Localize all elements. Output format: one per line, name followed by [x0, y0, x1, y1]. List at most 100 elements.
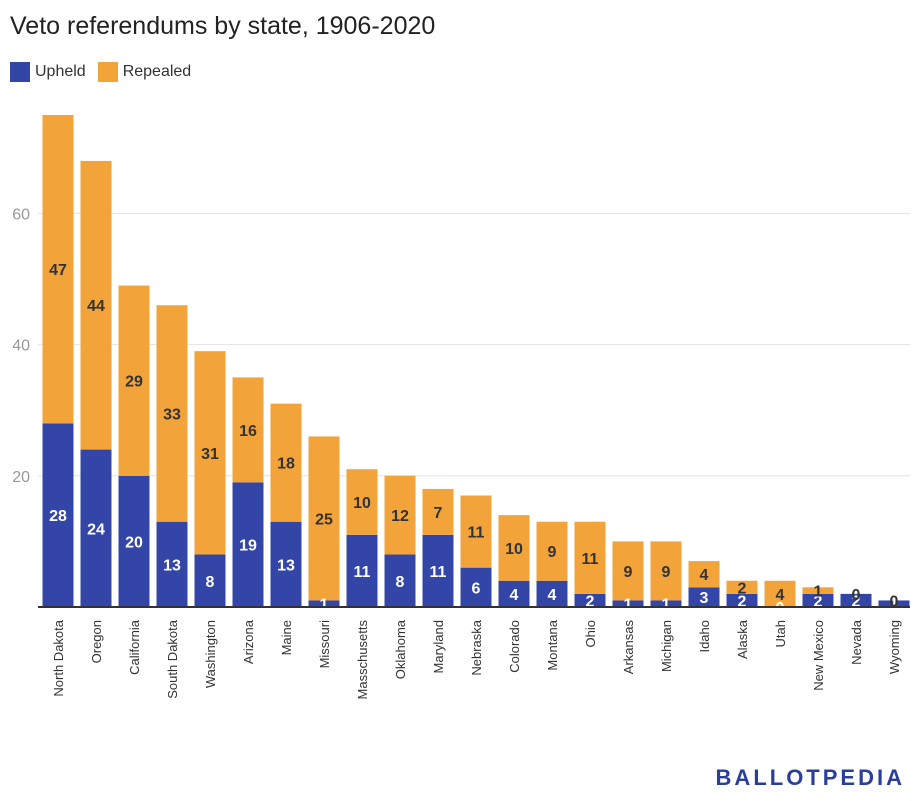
data-label-upheld: 24 — [87, 521, 105, 538]
y-tick-label: 40 — [12, 338, 30, 355]
bar-upheld — [612, 600, 644, 607]
bar-upheld — [80, 449, 112, 607]
legend-label-upheld: Upheld — [35, 63, 86, 80]
legend-label-repealed: Repealed — [122, 63, 192, 80]
bar-repealed — [802, 587, 834, 594]
data-label-repealed: 7 — [434, 505, 443, 522]
x-tick-label: Colorado — [507, 620, 522, 673]
bar-upheld — [878, 600, 910, 607]
x-tick-label: Alaska — [735, 619, 750, 659]
bar-upheld — [688, 587, 720, 607]
bar-upheld — [460, 567, 492, 607]
y-tick-label: 60 — [12, 206, 30, 223]
data-label-repealed: 0 — [890, 593, 899, 610]
bar-repealed — [156, 305, 188, 522]
data-label-upheld: 4 — [510, 587, 519, 604]
legend-item-repealed: Repealed — [97, 62, 192, 82]
bar-upheld — [536, 580, 568, 607]
data-label-upheld: 2 — [814, 593, 823, 610]
data-label-repealed: 31 — [201, 446, 219, 463]
bar-upheld — [802, 593, 834, 607]
x-tick-label: Utah — [773, 620, 788, 647]
bar-repealed — [536, 521, 568, 581]
legend-swatch-upheld — [10, 62, 30, 82]
data-label-repealed: 4 — [776, 587, 785, 604]
bar-upheld — [194, 554, 226, 607]
bar-upheld — [840, 593, 872, 607]
x-tick-label: Michigan — [659, 620, 674, 672]
bar-repealed — [384, 475, 416, 555]
data-label-repealed: 1 — [814, 584, 823, 601]
bar-upheld — [270, 521, 302, 607]
bar-repealed — [346, 469, 378, 535]
bar-repealed — [726, 580, 758, 594]
bar-repealed — [764, 580, 796, 607]
data-label-repealed: 12 — [391, 508, 409, 525]
data-label-upheld: 8 — [206, 574, 215, 591]
bar-repealed — [612, 541, 644, 601]
bar-upheld — [422, 534, 454, 607]
bar-repealed — [270, 403, 302, 522]
x-tick-label: Montana — [545, 619, 560, 670]
bar-repealed — [498, 515, 530, 581]
data-label-repealed: 18 — [277, 456, 295, 473]
data-label-repealed: 10 — [505, 541, 523, 558]
bar-repealed — [194, 351, 226, 555]
data-label-upheld: 3 — [700, 590, 709, 607]
bar-repealed — [460, 495, 492, 568]
bar-upheld — [384, 554, 416, 607]
data-label-upheld: 4 — [548, 587, 557, 604]
x-tick-label: Maine — [279, 620, 294, 655]
data-label-upheld: 11 — [354, 564, 371, 581]
data-label-upheld: 28 — [49, 508, 67, 525]
data-label-repealed: 16 — [239, 423, 257, 440]
bar-upheld — [118, 475, 150, 607]
data-label-upheld: 1 — [624, 597, 633, 614]
bar-repealed — [118, 285, 150, 476]
data-label-upheld: 1 — [320, 597, 329, 614]
y-tick-label: 20 — [12, 469, 30, 486]
x-tick-label: Ohio — [583, 620, 598, 647]
x-tick-label: Washington — [203, 620, 218, 688]
data-label-upheld: 0 — [776, 600, 785, 617]
data-label-repealed: 29 — [125, 374, 143, 391]
x-tick-label: Idaho — [697, 620, 712, 653]
chart-title: Veto referendums by state, 1906-2020 — [10, 12, 436, 40]
data-label-upheld: 11 — [430, 564, 447, 581]
data-label-upheld: 19 — [239, 538, 257, 555]
bar-repealed — [42, 115, 74, 424]
bar-repealed — [574, 521, 606, 594]
data-label-repealed: 4 — [700, 567, 709, 584]
data-label-repealed: 44 — [87, 298, 105, 315]
data-label-upheld: 20 — [125, 534, 143, 551]
x-tick-label: Maryland — [431, 620, 446, 673]
x-tick-label: Wyoming — [887, 620, 902, 674]
x-tick-label: Oregon — [89, 620, 104, 663]
legend-item-upheld: Upheld — [10, 62, 86, 82]
data-label-repealed: 9 — [548, 544, 557, 561]
data-label-repealed: 2 — [738, 580, 747, 597]
data-label-upheld: 6 — [472, 580, 481, 597]
data-label-repealed: 25 — [315, 511, 333, 528]
x-tick-label: California — [127, 619, 142, 675]
x-tick-label: Nevada — [849, 619, 864, 665]
x-tick-label: Nebraska — [469, 619, 484, 675]
data-label-repealed: 0 — [852, 587, 861, 604]
x-tick-label: Missouri — [317, 620, 332, 669]
bar-upheld — [726, 593, 758, 607]
data-label-repealed: 9 — [624, 564, 633, 581]
bar-upheld — [308, 600, 340, 607]
data-label-upheld: 1 — [662, 597, 671, 614]
bar-upheld — [650, 600, 682, 607]
ballotpedia-logo: BALLOTPEDIA — [715, 765, 905, 790]
bar-repealed — [232, 377, 264, 483]
data-label-upheld: 8 — [396, 574, 405, 591]
data-label-repealed: 33 — [163, 406, 181, 423]
data-label-upheld: 2 — [738, 593, 747, 610]
x-tick-label: South Dakota — [165, 619, 180, 699]
data-label-repealed: 47 — [49, 262, 67, 279]
bar-repealed — [308, 436, 340, 601]
x-tick-label: Arkansas — [621, 620, 636, 675]
bar-repealed — [688, 561, 720, 588]
legend-swatch-repealed — [97, 62, 118, 82]
